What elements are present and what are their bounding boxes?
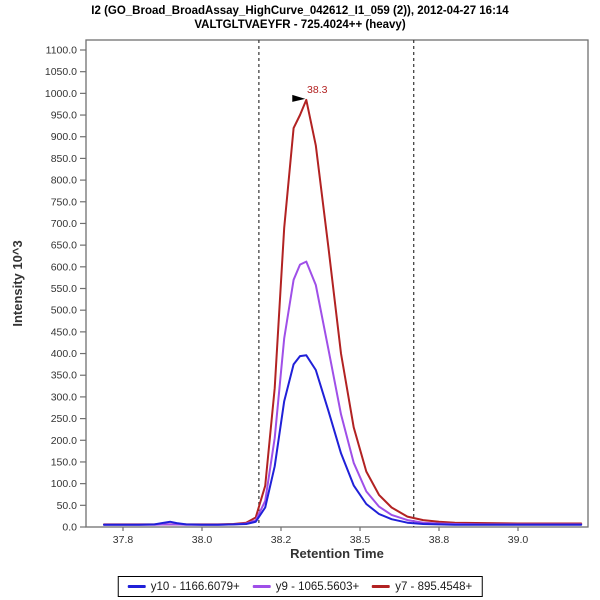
y-tick-label: 1100.0	[46, 45, 77, 57]
y-tick-label: 1050.0	[45, 66, 77, 78]
chart-title: I2 (GO_Broad_BroadAssay_HighCurve_042612…	[91, 5, 509, 17]
y-tick-label: 650.0	[51, 240, 77, 252]
y-tick-label: 250.0	[51, 413, 77, 425]
x-tick-label: 38.0	[192, 534, 213, 546]
legend-swatch	[372, 585, 391, 588]
y-tick-label: 0.0	[62, 522, 77, 534]
plot-frame	[85, 39, 589, 528]
y-tick-label: 200.0	[51, 435, 77, 447]
y-axis-title: Intensity 10^3	[10, 240, 25, 326]
y-tick-label: 100.0	[51, 478, 77, 490]
legend-swatch	[252, 585, 271, 588]
x-tick-label: 38.2	[271, 534, 292, 546]
chart-subtitle: VALTGLTVAEYFR - 725.4024++ (heavy)	[194, 19, 406, 31]
peak-annotation-label: 38.3	[307, 84, 328, 96]
y-tick-label: 750.0	[51, 196, 77, 208]
x-axis-title: Retention Time	[290, 546, 384, 561]
legend-item-y9: y9 - 1065.5603+	[252, 580, 360, 593]
y-tick-label: 800.0	[51, 175, 77, 187]
x-tick-label: 38.8	[429, 534, 450, 546]
legend-swatch	[127, 585, 146, 588]
y-tick-label: 150.0	[51, 456, 77, 468]
x-tick-label: 39.0	[508, 534, 529, 546]
legend-item-label: y10 - 1166.6079+	[150, 580, 240, 593]
y-tick-label: 300.0	[51, 391, 77, 403]
peak-annotation-arrow-icon	[292, 94, 306, 102]
y-tick-label: 700.0	[51, 218, 77, 230]
y-tick-label: 1000.0	[45, 88, 77, 100]
legend: y10 - 1166.6079+ y9 - 1065.5603+ y7 - 895.…	[117, 576, 483, 597]
y-tick-label: 550.0	[51, 283, 77, 295]
y-tick-label: 400.0	[51, 348, 77, 360]
trace-y10	[103, 354, 583, 526]
legend-item-label: y7 - 895.4548+	[395, 580, 473, 593]
legend-item-y7: y7 - 895.4548+	[372, 581, 472, 593]
y-tick-label: 450.0	[51, 326, 77, 338]
legend-item-y10: y10 - 1166.6079+	[127, 580, 240, 593]
y-tick-label: 950.0	[51, 110, 77, 122]
y-tick-label: 50.0	[57, 500, 78, 512]
y-tick-label: 500.0	[51, 305, 77, 317]
y-tick-label: 850.0	[51, 153, 77, 165]
x-tick-label: 38.5	[350, 534, 371, 546]
y-tick-label: 900.0	[51, 131, 77, 143]
trace-y7	[103, 98, 583, 526]
y-tick-label: 350.0	[51, 370, 77, 382]
legend-item-label: y9 - 1065.5603+	[275, 580, 360, 593]
x-tick-label: 37.8	[113, 534, 134, 546]
y-tick-label: 600.0	[51, 261, 77, 273]
trace-y9	[103, 260, 583, 526]
